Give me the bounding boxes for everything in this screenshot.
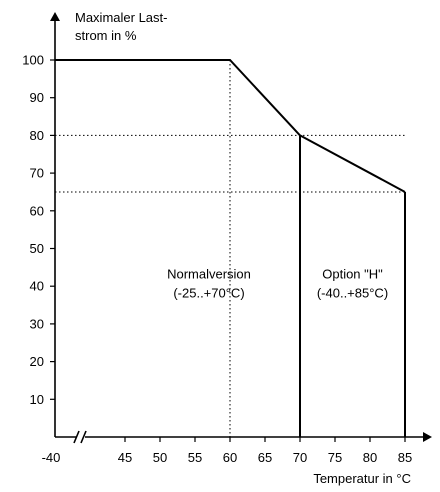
y-tick-label-50: 50 [30, 241, 44, 256]
y-tick-label-100: 100 [22, 53, 44, 68]
series-line-2 [299, 134, 406, 193]
x-axis-title: Temperatur in °C [313, 471, 411, 486]
x-tick-label-65: 65 [258, 450, 272, 465]
x-tick-label-70: 70 [293, 450, 307, 465]
annotation-2: (-25..+70°C) [173, 286, 244, 301]
y-tick-label-70: 70 [30, 166, 44, 181]
y-tick-label-80: 80 [30, 128, 44, 143]
x-tick-label-85: 85 [398, 450, 412, 465]
x-tick-label-60: 60 [223, 450, 237, 465]
y-axis-arrow [50, 12, 60, 21]
series-line-1 [55, 59, 301, 137]
x-tick-label-50: 50 [153, 450, 167, 465]
reference-lines [55, 60, 407, 437]
x-tick-label-55: 55 [188, 450, 202, 465]
annotation-3: Option "H" [322, 267, 383, 282]
tick-labels: 10 20 30 40 50 60 70 80 90 100 45 50 55 60 65 70 75 80 85 -… [22, 53, 412, 466]
axis-break-mark-1 [73, 430, 80, 444]
y-axis-title-line-1: Maximaler Last- [75, 10, 167, 25]
x-tick-label-80: 80 [363, 450, 377, 465]
annotation-1: Normalversion [167, 267, 251, 282]
annotation-4: (-40..+85°C) [317, 286, 388, 301]
y-axis-title-line-2: strom in % [75, 28, 137, 43]
y-tick-label-60: 60 [30, 203, 44, 218]
y-tick-label-40: 40 [30, 279, 44, 294]
annotations: Normalversion (-25..+70°C) Option "H" (-40.… [167, 267, 388, 301]
y-tick-label-30: 30 [30, 316, 44, 331]
x-tick-label-75: 75 [328, 450, 342, 465]
y-tick-label-10: 10 [30, 392, 44, 407]
axis-break-gap [76, 434, 85, 440]
axis-break-mark-2 [80, 430, 87, 444]
y-tick-label-20: 20 [30, 354, 44, 369]
axes [50, 12, 432, 444]
series-lines [55, 59, 406, 437]
x-axis-arrow [423, 432, 432, 442]
y-tick-label-90: 90 [30, 90, 44, 105]
x-tick-label-start: -40 [42, 450, 61, 465]
x-tick-label-45: 45 [118, 450, 132, 465]
